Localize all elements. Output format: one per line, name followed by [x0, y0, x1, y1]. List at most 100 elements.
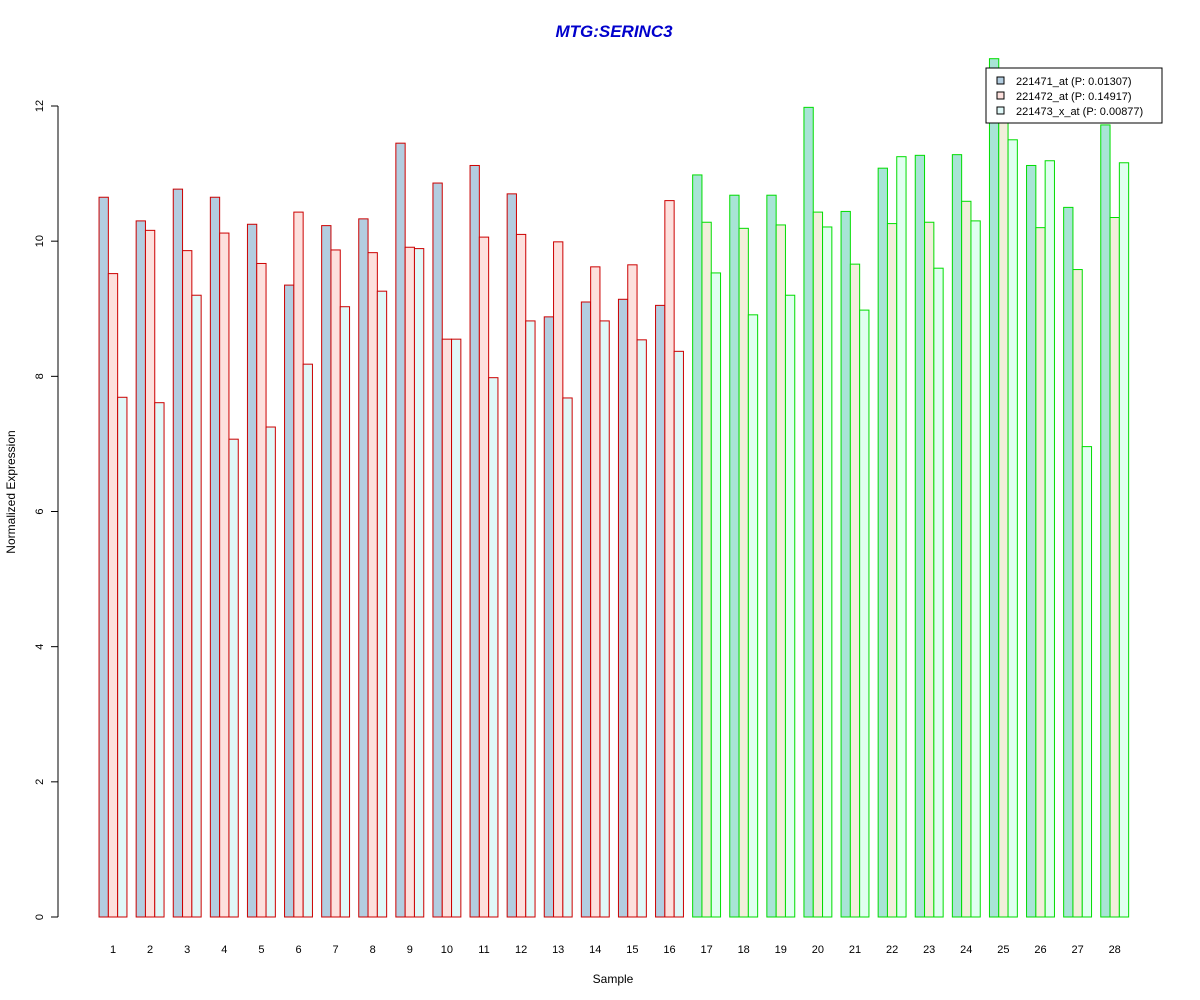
legend-swatch — [996, 106, 1005, 115]
y-tick-label: 12 — [34, 100, 46, 112]
x-tick-label: 14 — [589, 944, 601, 956]
bar-sample-2-series-3 — [154, 402, 165, 918]
bar-sample-5-series-1 — [246, 223, 258, 918]
x-tick-label: 6 — [295, 944, 301, 956]
bar-sample-17-series-1 — [692, 174, 703, 918]
bar-sample-17-series-2 — [701, 221, 712, 918]
bar-sample-12-series-2 — [515, 233, 527, 918]
chart-title: MTG:SERINC3 — [555, 22, 673, 41]
bar-sample-6-series-3 — [302, 363, 313, 918]
bar-sample-5-series-3 — [265, 426, 276, 918]
x-tick-label: 13 — [552, 944, 564, 956]
bar-sample-24-series-3 — [970, 220, 981, 918]
x-axis-title: Sample — [593, 972, 634, 986]
bar-sample-27-series-2 — [1072, 269, 1083, 918]
y-tick-label: 10 — [34, 235, 46, 247]
bar-sample-24-series-1 — [951, 154, 963, 918]
legend-label: 221471_at (P: 0.01307) — [1016, 76, 1132, 88]
bar-sample-13-series-1 — [543, 316, 555, 918]
bar-sample-25-series-1 — [988, 58, 1000, 918]
x-tick-label: 10 — [441, 944, 453, 956]
bar-sample-27-series-1 — [1063, 206, 1074, 918]
bar-sample-7-series-1 — [321, 225, 332, 918]
bar-sample-20-series-3 — [822, 226, 833, 918]
bar-sample-16-series-3 — [673, 350, 684, 918]
y-tick-label: 8 — [34, 373, 46, 379]
bar-sample-13-series-3 — [562, 397, 573, 918]
bar-sample-10-series-1 — [432, 182, 443, 918]
bar-sample-12-series-1 — [506, 193, 517, 918]
bar-sample-3-series-1 — [172, 188, 184, 918]
bar-sample-23-series-2 — [924, 221, 935, 918]
legend: 221471_at (P: 0.01307) 221472_at (P: 0.14… — [985, 67, 1163, 124]
x-tick-label: 19 — [775, 944, 787, 956]
bar-sample-26-series-2 — [1035, 227, 1046, 918]
y-axis-title: Normalized Expression — [4, 430, 18, 553]
bar-sample-10-series-2 — [441, 338, 453, 918]
y-tick-label: 0 — [34, 914, 46, 920]
bar-sample-20-series-2 — [812, 211, 824, 918]
legend-swatch — [996, 76, 1005, 85]
bar-sample-20-series-1 — [803, 106, 814, 918]
bar-sample-23-series-3 — [933, 267, 944, 918]
bar-sample-19-series-3 — [784, 294, 796, 918]
bar-sample-19-series-2 — [775, 224, 786, 918]
bar-sample-15-series-2 — [627, 264, 638, 918]
bar-sample-18-series-3 — [747, 314, 759, 918]
bar-sample-16-series-1 — [655, 304, 666, 918]
bar-sample-8-series-2 — [367, 252, 378, 918]
bar-sample-27-series-3 — [1081, 446, 1093, 918]
bar-sample-9-series-3 — [413, 248, 425, 918]
bar-sample-26-series-1 — [1026, 164, 1037, 918]
x-tick-label: 24 — [960, 944, 972, 956]
bar-sample-23-series-1 — [914, 154, 926, 918]
bar-sample-21-series-1 — [840, 210, 851, 918]
y-tick-label: 4 — [34, 644, 46, 650]
x-tick-label: 9 — [407, 944, 413, 956]
bar-sample-26-series-3 — [1044, 160, 1055, 918]
bar-sample-7-series-3 — [339, 306, 351, 918]
bar-sample-12-series-3 — [525, 320, 536, 918]
bar-sample-7-series-2 — [330, 249, 341, 918]
bar-sample-21-series-2 — [849, 263, 861, 918]
bar-sample-10-series-3 — [451, 338, 462, 918]
bar-sample-6-series-2 — [293, 211, 304, 918]
bar-sample-22-series-3 — [896, 156, 907, 918]
x-tick-label: 15 — [626, 944, 638, 956]
bar-sample-15-series-1 — [617, 298, 629, 918]
bar-sample-2-series-1 — [135, 220, 146, 918]
x-tick-label: 18 — [738, 944, 750, 956]
x-tick-label: 7 — [333, 944, 339, 956]
bar-sample-28-series-2 — [1109, 217, 1120, 918]
bar-sample-15-series-3 — [636, 339, 647, 918]
bar-sample-14-series-2 — [590, 266, 601, 918]
x-tick-label: 23 — [923, 944, 935, 956]
x-tick-label: 27 — [1071, 944, 1083, 956]
bar-sample-11-series-1 — [469, 164, 480, 918]
bar-sample-21-series-3 — [859, 309, 870, 918]
x-tick-label: 17 — [700, 944, 712, 956]
bar-sample-8-series-1 — [358, 218, 369, 918]
x-tick-label: 1 — [110, 944, 116, 956]
bar-sample-5-series-2 — [256, 262, 267, 918]
bar-sample-18-series-2 — [738, 227, 749, 918]
bar-sample-6-series-1 — [284, 284, 295, 918]
x-tick-label: 25 — [997, 944, 1009, 956]
x-tick-label: 26 — [1034, 944, 1046, 956]
bar-sample-11-series-2 — [478, 236, 490, 918]
x-tick-label: 16 — [663, 944, 675, 956]
legend-swatch — [996, 91, 1005, 100]
x-tick-label: 3 — [184, 944, 190, 956]
bar-sample-28-series-1 — [1100, 124, 1111, 918]
bar-sample-9-series-2 — [404, 246, 415, 918]
bar-sample-8-series-3 — [376, 290, 388, 918]
x-tick-label: 8 — [370, 944, 376, 956]
bar-sample-14-series-3 — [599, 320, 610, 918]
bar-sample-28-series-3 — [1118, 162, 1130, 918]
x-tick-label: 4 — [221, 944, 227, 956]
bar-sample-9-series-1 — [395, 142, 406, 918]
bar-sample-22-series-2 — [886, 223, 898, 918]
bar-sample-3-series-3 — [191, 294, 202, 918]
bar-sample-14-series-1 — [580, 301, 592, 918]
